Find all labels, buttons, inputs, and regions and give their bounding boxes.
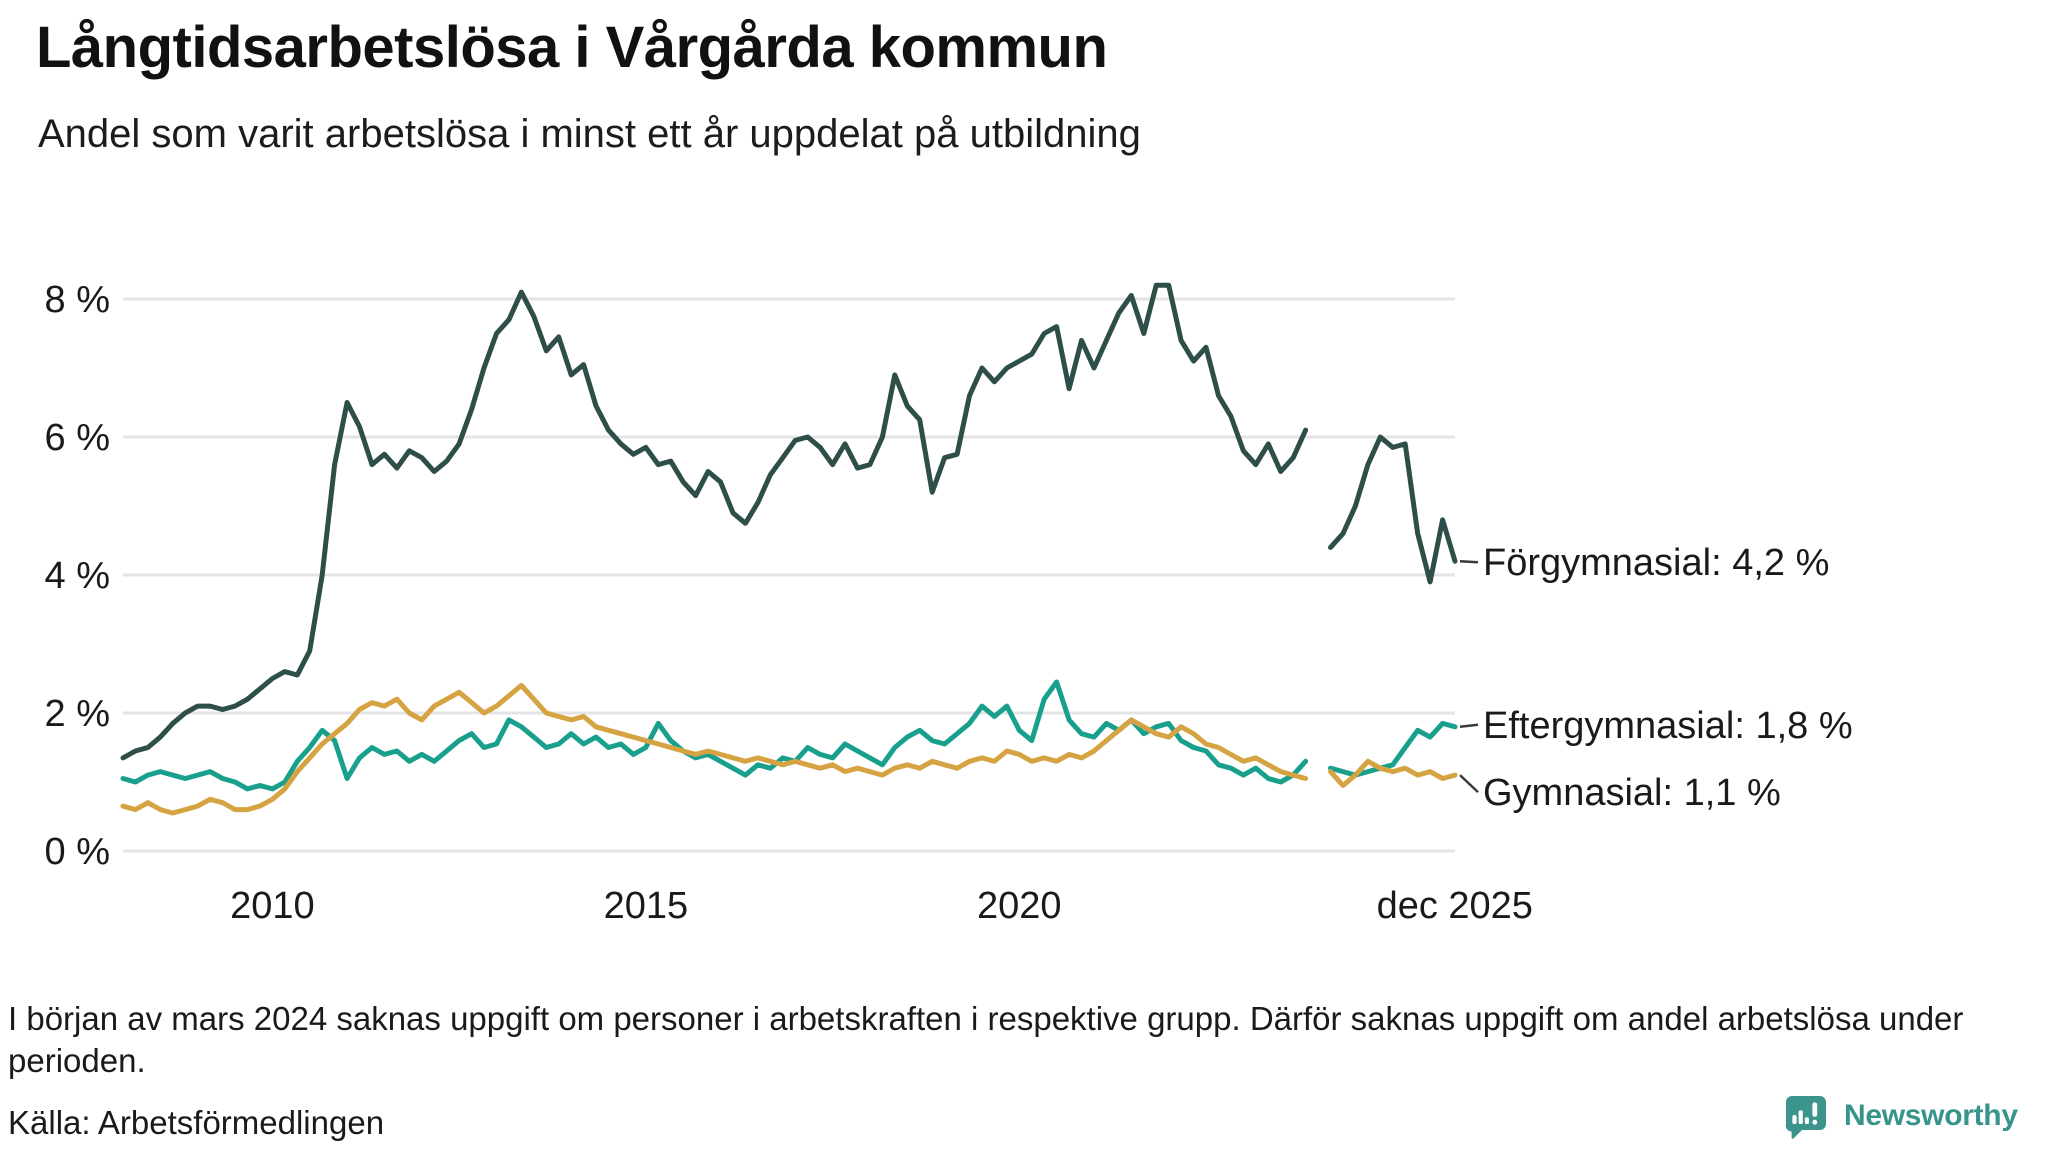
series-line-eftergymnasial <box>120 679 1458 792</box>
series-end-label-forgymnasial: Förgymnasial: 4,2 % <box>1483 542 1829 584</box>
series-end-label-eftergymnasial: Eftergymnasial: 1,8 % <box>1483 705 1853 747</box>
y-axis-tick-label: 4 % <box>45 555 110 597</box>
y-axis-tick-label: 2 % <box>45 693 110 735</box>
series-line-gymnasial <box>120 682 1458 816</box>
label-connector-gymnasial <box>1459 774 1479 794</box>
page-subtitle: Andel som varit arbetslösa i minst ett å… <box>38 112 1141 156</box>
source-caption: Källa: Arbetsförmedlingen <box>8 1104 385 1141</box>
unemployment-line-chart: 0 % 2 % 4 % 6 % 8 % 2010 2015 2020 dec 2025 Förgy… <box>45 279 1853 927</box>
x-axis-tick-label: 2015 <box>604 885 689 927</box>
brand-name: Newsworthy <box>1844 1099 2018 1132</box>
x-axis-tick-label: dec 2025 <box>1377 885 1533 927</box>
y-axis-tick-label: 6 % <box>45 417 110 459</box>
speech-bubble-bar-chart-icon <box>1785 1096 1826 1139</box>
y-axis-tick-label: 8 % <box>45 279 110 321</box>
y-axis-tick-label: 0 % <box>45 831 110 873</box>
series-line-forgymnasial <box>120 282 1458 761</box>
chart-footnote: I början av mars 2024 saknas uppgift om … <box>8 1000 1964 1080</box>
x-axis-tick-label: 2010 <box>230 885 315 927</box>
label-connector-forgymnasial <box>1459 559 1479 564</box>
x-axis-tick-label: 2020 <box>977 885 1062 927</box>
label-connector-eftergymnasial <box>1459 723 1479 729</box>
series-end-label-gymnasial: Gymnasial: 1,1 % <box>1483 772 1781 814</box>
newsworthy-logo: Newsworthy <box>1782 1092 2018 1140</box>
page-title: Långtidsarbetslösa i Vårgårda kommun <box>36 15 1108 80</box>
